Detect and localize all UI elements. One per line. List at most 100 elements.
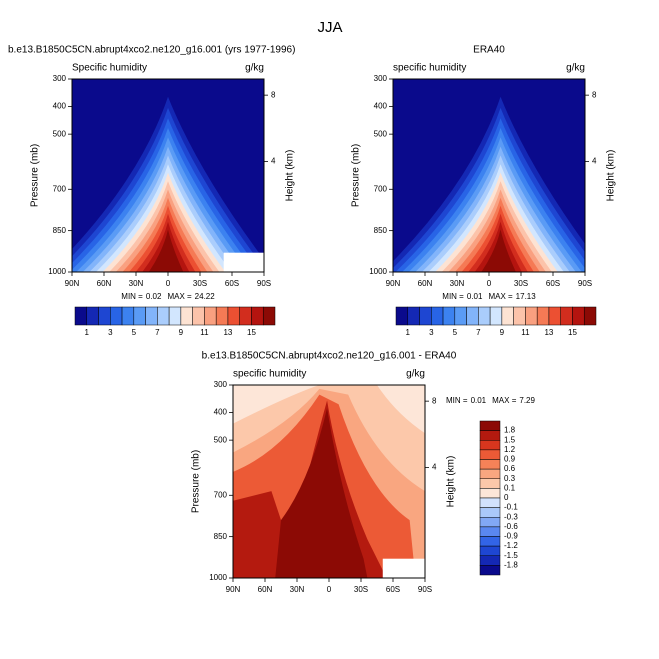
colorbar-box xyxy=(251,306,264,326)
left-label: specific humidity xyxy=(393,63,466,74)
x-tick-label: 30N xyxy=(290,585,305,594)
x-tick-label: 0 xyxy=(327,585,332,594)
y-tick-label: 850 xyxy=(374,226,388,235)
x-tick-label: 90N xyxy=(65,279,80,288)
colorbar-box xyxy=(536,306,550,326)
min-value: 0.01 xyxy=(471,396,487,405)
y-tick-label: 300 xyxy=(214,380,228,389)
colorbar-box xyxy=(145,306,158,326)
figure-title: JJA xyxy=(317,19,342,36)
panel-title: b.e13.B1850C5CN.abrupt4xco2.ne120_g16.00… xyxy=(202,351,457,362)
contour-field xyxy=(233,385,425,578)
colorbar-box xyxy=(479,420,501,431)
x-tick-label: 90N xyxy=(386,279,401,288)
colorbar-box xyxy=(479,526,501,537)
panel-title: ERA40 xyxy=(473,45,505,56)
x-tick-label: 60S xyxy=(546,279,560,288)
min-label: MIN = xyxy=(442,292,464,301)
colorbar-box xyxy=(74,306,88,326)
y-tick-label: 700 xyxy=(214,490,228,499)
colorbar-label: 1 xyxy=(406,328,411,337)
colorbar-label: 7 xyxy=(476,328,481,337)
colorbar-box xyxy=(479,449,501,460)
colorbar-label: -1.5 xyxy=(504,551,518,560)
x-tick-label: 90S xyxy=(578,279,592,288)
y-tick-label: 1000 xyxy=(209,573,227,582)
colorbar-label: -1.8 xyxy=(504,560,518,569)
min-value: 0.01 xyxy=(467,292,483,301)
max-value: 7.29 xyxy=(519,396,535,405)
colorbar-box xyxy=(525,306,538,326)
y-tick-label: 500 xyxy=(214,435,228,444)
contour-band xyxy=(148,229,184,272)
colorbar-label: 0.9 xyxy=(504,455,516,464)
contour-field xyxy=(393,79,585,272)
colorbar-box xyxy=(227,306,240,326)
y2-tick-label: 8 xyxy=(271,90,276,99)
colorbar-box xyxy=(560,306,573,326)
y-tick-label: 500 xyxy=(374,129,388,138)
y-axis-label: Pressure (mb) xyxy=(30,144,41,207)
x-tick-label: 90N xyxy=(226,585,241,594)
contour-band xyxy=(275,408,368,578)
colorbar-box xyxy=(204,306,217,326)
missing-area xyxy=(223,252,264,272)
y2-axis-label: Height (km) xyxy=(446,456,457,508)
y-tick-label: 400 xyxy=(374,102,388,111)
colorbar-box xyxy=(479,507,501,518)
x-tick-label: 60N xyxy=(418,279,433,288)
colorbar-box xyxy=(180,306,193,326)
colorbar-label: 9 xyxy=(500,328,505,337)
colorbar-box xyxy=(583,306,597,326)
colorbar-box xyxy=(110,306,123,326)
y2-tick-label: 4 xyxy=(592,156,597,165)
colorbar-box xyxy=(479,478,501,489)
missing-area xyxy=(382,558,425,578)
colorbar-box xyxy=(133,306,146,326)
x-tick-label: 0 xyxy=(166,279,171,288)
x-tick-label: 0 xyxy=(487,279,492,288)
colorbar-box xyxy=(479,459,501,470)
right-label: g/kg xyxy=(566,63,585,74)
colorbar-box xyxy=(466,306,479,326)
colorbar-label: 7 xyxy=(155,328,160,337)
colorbar-box xyxy=(407,306,420,326)
colorbar-box xyxy=(572,306,585,326)
colorbar-label: 5 xyxy=(453,328,458,337)
colorbar-box xyxy=(86,306,99,326)
colorbar-box xyxy=(479,468,501,479)
x-tick-label: 60S xyxy=(225,279,239,288)
colorbar-label: 0.6 xyxy=(504,464,516,473)
colorbar-label: 15 xyxy=(247,328,256,337)
colorbar-label: 1.5 xyxy=(504,435,516,444)
panel-title: b.e13.B1850C5CN.abrupt4xco2.ne120_g16.00… xyxy=(8,45,295,56)
colorbar-box xyxy=(192,306,205,326)
min-label: MIN = xyxy=(446,396,468,405)
left-label: specific humidity xyxy=(233,369,306,380)
colorbar-box xyxy=(501,306,514,326)
y-axis-label: Pressure (mb) xyxy=(191,450,202,513)
colorbar-label: 13 xyxy=(544,328,553,337)
colorbar-box xyxy=(98,306,111,326)
colorbar-box xyxy=(157,306,170,326)
colorbar-label: 13 xyxy=(223,328,232,337)
colorbar-box xyxy=(479,545,501,556)
colorbar-box xyxy=(121,306,135,326)
colorbar-box xyxy=(395,306,409,326)
y2-tick-label: 8 xyxy=(592,90,597,99)
x-tick-label: 30N xyxy=(450,279,465,288)
y2-tick-label: 4 xyxy=(271,156,276,165)
x-tick-label: 60S xyxy=(386,585,400,594)
colorbar-label: 0.3 xyxy=(504,474,516,483)
colorbar-label: 11 xyxy=(200,328,209,337)
max-value: 17.13 xyxy=(516,292,537,301)
colorbar-label: -0.6 xyxy=(504,522,518,531)
colorbar-box xyxy=(479,565,501,576)
y-tick-label: 1000 xyxy=(369,267,387,276)
colorbar-label: -0.3 xyxy=(504,512,518,521)
right-label: g/kg xyxy=(245,63,264,74)
contour-field xyxy=(72,79,264,272)
min-label: MIN = xyxy=(121,292,143,301)
colorbar-label: -1.2 xyxy=(504,541,518,550)
